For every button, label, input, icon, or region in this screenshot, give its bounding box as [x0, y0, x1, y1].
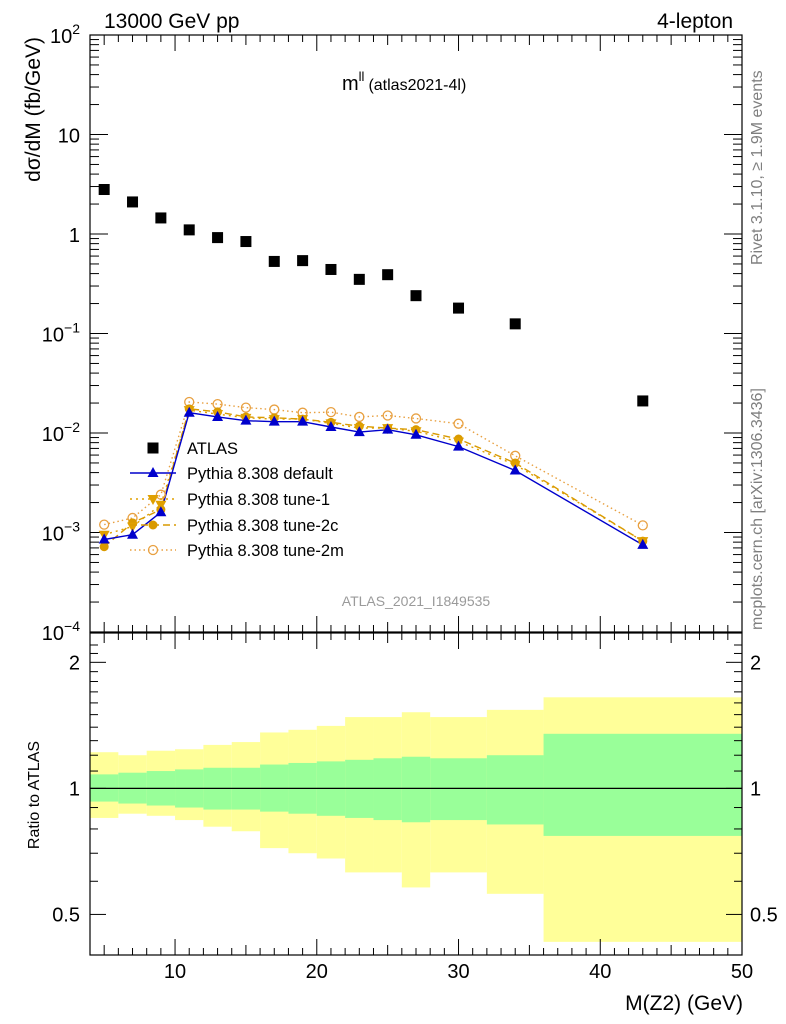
legend-label-0: ATLAS — [187, 440, 238, 458]
series-point-default — [325, 420, 337, 431]
data-point-atlas — [183, 224, 195, 236]
series-point-default — [637, 538, 649, 549]
legend-marker-2 — [147, 495, 159, 505]
data-point-atlas — [155, 212, 167, 224]
legend-marker-0 — [147, 442, 159, 454]
data-point-atlas — [212, 232, 224, 244]
series-point-tune1 — [155, 500, 167, 511]
data-point-atlas — [509, 318, 521, 330]
ratio-ytick-label: 2 — [69, 652, 80, 674]
ratio-ytick-label-right: 1 — [750, 778, 761, 800]
ratio-band-inner-10 — [373, 758, 402, 821]
x-axis-title: M(Z2) (GeV) — [625, 992, 743, 1015]
series-point-default — [453, 440, 465, 451]
ratio-band-inner-13 — [486, 755, 544, 825]
legend-label-1: Pythia 8.308 default — [187, 465, 333, 483]
series-point-default — [98, 533, 110, 544]
series-point-default — [353, 426, 365, 437]
series-point-tune2m — [155, 489, 167, 500]
main-ytick-label: 10−4 — [42, 618, 80, 645]
main-ytick-label: 10−3 — [42, 519, 80, 546]
series-point-tune2m — [99, 519, 110, 530]
data-point-atlas — [268, 255, 280, 267]
series-point-default — [410, 428, 422, 439]
main-ytick-label: 10−2 — [42, 419, 80, 446]
plot-title-sup: ll — [359, 69, 365, 84]
main-ytick-label: 102 — [50, 21, 80, 48]
series-point-tune2m — [325, 407, 337, 418]
legend-marker-4 — [147, 544, 159, 556]
main-ytick-label: 10 — [58, 126, 80, 148]
ratio-ytick-label: 1 — [69, 778, 80, 800]
legend-label-3: Pythia 8.308 tune-2c — [187, 517, 338, 535]
mcplots-label: mcplots.cern.ch [arXiv:1306.3436] — [749, 388, 766, 630]
series-point-tune2m — [410, 413, 422, 424]
data-point-atlas — [353, 273, 365, 285]
plot-title-sub: (atlas2021-4l) — [368, 77, 466, 94]
series-point-default — [212, 410, 224, 421]
x-tick-label: 10 — [164, 961, 186, 983]
series-point-tune2m — [453, 418, 464, 429]
ratio-ytick-label-right: 2 — [750, 652, 761, 674]
header-right: 4-lepton — [657, 10, 733, 33]
main-panel: 10−4 10−3 10−2 10−1 1 10 102 — [42, 21, 743, 645]
series-point-tune2m — [240, 402, 252, 413]
data-point-atlas — [325, 263, 337, 275]
series-point-default — [183, 406, 195, 417]
ratio-band-inner-14 — [543, 733, 742, 836]
series-line-default — [104, 411, 644, 546]
legend: ATLAS Pythia 8.308 default Pythia 8.308 tu… — [130, 440, 344, 560]
series-line-tune2m — [104, 401, 644, 526]
series-point-tune2c — [99, 542, 109, 552]
data-point-atlas — [637, 395, 649, 407]
series-point-default — [127, 528, 139, 539]
series-point-tune2m — [382, 410, 393, 421]
plot-title-main: m — [342, 73, 359, 95]
data-point-atlas — [127, 196, 139, 208]
series-point-default — [240, 414, 252, 425]
ratio-ytick-label-right: 0.5 — [750, 904, 778, 926]
series-point-default — [155, 506, 167, 517]
data-point-atlas — [453, 302, 465, 314]
x-tick-label: 20 — [306, 961, 328, 983]
data-point-atlas — [410, 290, 422, 302]
main-ytick-label: 1 — [69, 225, 80, 247]
series-point-default — [382, 423, 394, 434]
ratio-y-axis-title: Ratio to ATLAS — [26, 741, 43, 849]
series-point-default — [268, 415, 280, 426]
ratio-ytick-label: 0.5 — [52, 904, 80, 926]
series-point-tune2m — [637, 520, 648, 531]
main-y-axis-title: dσ/dM (fb/GeV) — [22, 37, 45, 182]
data-point-atlas — [297, 255, 309, 267]
series-point-default — [297, 415, 309, 426]
rivet-label: Rivet 3.1.10, ≥ 1.9M events — [749, 70, 766, 265]
legend-label-2: Pythia 8.308 tune-1 — [187, 491, 330, 509]
ratio-panel: 0.5 0.5 1 1 2 2 10 20 30 40 50 — [52, 632, 778, 983]
header-left: 13000 GeV pp — [104, 10, 239, 33]
data-point-atlas — [240, 236, 252, 248]
analysis-watermark: ATLAS_2021_I1849535 — [342, 593, 491, 609]
legend-marker-3 — [148, 520, 158, 530]
plot-title: mll(atlas2021-4l) — [342, 69, 466, 95]
legend-label-4: Pythia 8.308 tune-2m — [187, 542, 344, 560]
ratio-band-inner-11 — [401, 756, 431, 823]
ratio-band-inner-12 — [430, 758, 487, 821]
x-tick-label: 50 — [731, 961, 753, 983]
main-ytick-label: 10−1 — [42, 320, 80, 347]
x-tick-label: 40 — [589, 961, 611, 983]
series-point-default — [509, 464, 521, 475]
series-point-tune2m — [354, 411, 365, 423]
legend-marker-1 — [147, 467, 159, 477]
data-point-atlas — [98, 184, 110, 196]
data-point-atlas — [382, 269, 394, 281]
x-tick-label: 30 — [447, 961, 469, 983]
